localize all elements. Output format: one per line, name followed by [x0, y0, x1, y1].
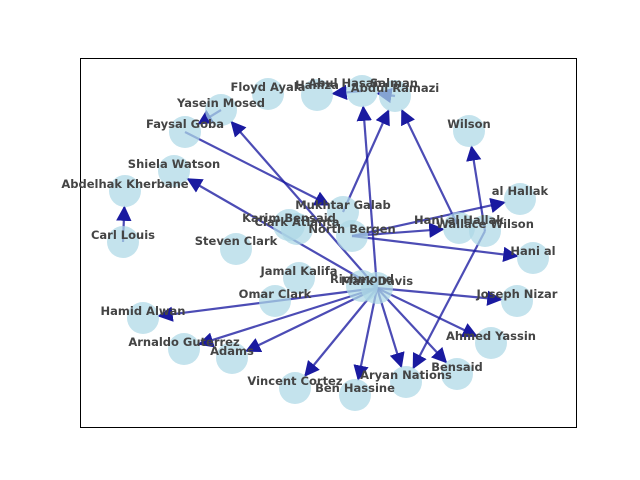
node-joseph-nizar[interactable]	[501, 285, 533, 317]
node-ben-hassine[interactable]	[339, 379, 371, 411]
node-yasein-mosed[interactable]	[205, 94, 237, 126]
node-abdelhak-kherbane[interactable]	[109, 175, 141, 207]
node-label-faysal-goba: Faysal Goba	[146, 117, 224, 131]
node-hamza[interactable]	[301, 79, 333, 111]
node-label-abul-hasan: Abul Hasan	[308, 76, 381, 90]
node-aryan-nations[interactable]	[390, 366, 422, 398]
edge-wallace-wilson-to-aryan-nations	[412, 230, 486, 370]
node-vincent-cortez[interactable]	[279, 372, 311, 404]
node-al-hallak[interactable]	[504, 183, 536, 215]
node-label-salman: Salman	[370, 76, 418, 90]
edge-north-bergen-to-al-hallak	[351, 197, 506, 238]
node-label-floyd-ayala: Floyd Ayala	[231, 80, 306, 94]
node-steven-clark[interactable]	[220, 233, 252, 265]
node-label-north-bergen: North Bergen	[308, 222, 395, 236]
node-label-karim-bensaid: Karim Bensaid	[242, 211, 336, 225]
node-label-omar-clark: Omar Clark	[239, 287, 312, 301]
node-label-clark-atlanta: Clark Atlanta	[254, 215, 339, 229]
node-label-steven-clark: Steven Clark	[195, 234, 278, 248]
node-adams[interactable]	[216, 342, 248, 374]
node-label-ben-hassine: Ben Hassine	[315, 381, 395, 395]
node-north-bergen[interactable]	[336, 220, 368, 252]
node-mark-davis[interactable]	[361, 272, 393, 304]
node-hani-al[interactable]	[517, 242, 549, 274]
node-label-vincent-cortez: Vincent Cortez	[247, 374, 342, 388]
edge-mark-davis-to-arnaldo-guterrez	[197, 286, 378, 348]
node-wilson[interactable]	[453, 115, 485, 147]
node-label-hamza: Hamza	[295, 78, 339, 92]
node-label-hani-al: Hani al	[510, 244, 555, 258]
node-label-wilson: Wilson	[447, 117, 491, 131]
node-label-wallace-wilson: Wallace Wilson	[436, 217, 534, 231]
node-hamid-alwan[interactable]	[127, 302, 159, 334]
node-label-ahmed-yassin: Ahmed Yassin	[446, 329, 536, 343]
node-label-mark-davis: Mark Davis	[341, 274, 413, 288]
node-ahmed-yassin[interactable]	[475, 327, 507, 359]
edge-hani-al-hallak-to-abdul-ramazi	[400, 109, 460, 229]
node-label-jamal-kalifa: Jamal Kalifa	[259, 264, 337, 278]
node-bensaid[interactable]	[441, 358, 473, 390]
node-label-yasein-mosed: Yasein Mosed	[176, 96, 265, 110]
node-label-hamid-alwan: Hamid Alwan	[101, 304, 186, 318]
node-label-adams: Adams	[210, 344, 254, 358]
node-label-abdul-ramazi: Abdul Ramazi	[351, 81, 440, 95]
node-label-abdelhak-kherbane: Abdelhak Kherbane	[61, 177, 188, 191]
node-label-joseph-nizar: Joseph Nizar	[476, 287, 558, 301]
node-mukhtar-galab[interactable]	[327, 196, 359, 228]
edge-mark-davis-to-vincent-cortez	[304, 287, 378, 377]
edge-mark-davis-to-abul-hasan	[356, 105, 379, 289]
node-label-richmond: Richmond	[330, 272, 394, 286]
node-label-al-hallak: al Hallak	[492, 184, 549, 198]
node-carl-louis[interactable]	[107, 226, 139, 258]
edge-mark-davis-to-ahmed-yassin	[376, 287, 478, 338]
node-label-carl-louis: Carl Louis	[91, 228, 155, 242]
edge-faysal-goba-to-mukhtar-galab	[184, 131, 331, 206]
node-label-mukhtar-galab: Mukhtar Galab	[295, 198, 391, 212]
node-abdul-ramazi[interactable]	[379, 80, 411, 112]
node-omar-clark[interactable]	[259, 285, 291, 317]
node-label-shiela-watson: Shiela Watson	[128, 157, 220, 171]
node-floyd-ayala[interactable]	[252, 78, 284, 110]
node-jamal-kalifa[interactable]	[283, 262, 315, 294]
node-label-hani-al-hallak: Hani al Hallak	[414, 213, 504, 227]
node-wallace-wilson[interactable]	[469, 215, 501, 247]
edge-mark-davis-to-bensaid	[376, 287, 448, 364]
node-hani-al-hallak[interactable]	[443, 212, 475, 244]
edge-mark-davis-to-yasein-mosed	[230, 120, 378, 289]
edge-mukhtar-galab-to-abdul-ramazi	[341, 109, 390, 213]
node-label-arnaldo-guterrez: Arnaldo Guterrez	[128, 335, 240, 349]
node-label-bensaid: Bensaid	[431, 360, 483, 374]
plot-frame	[80, 58, 577, 428]
node-faysal-goba[interactable]	[169, 116, 201, 148]
nodes-layer	[107, 75, 549, 411]
node-clark-atlanta[interactable]	[281, 213, 313, 245]
node-arnaldo-guterrez[interactable]	[168, 333, 200, 365]
node-label-aryan-nations: Aryan Nations	[360, 368, 452, 382]
edge-mark-davis-to-joseph-nizar	[376, 286, 503, 306]
edge-north-bergen-to-hani-al	[351, 234, 519, 263]
node-shiela-watson[interactable]	[158, 155, 190, 187]
node-abul-hasan[interactable]	[346, 75, 378, 107]
